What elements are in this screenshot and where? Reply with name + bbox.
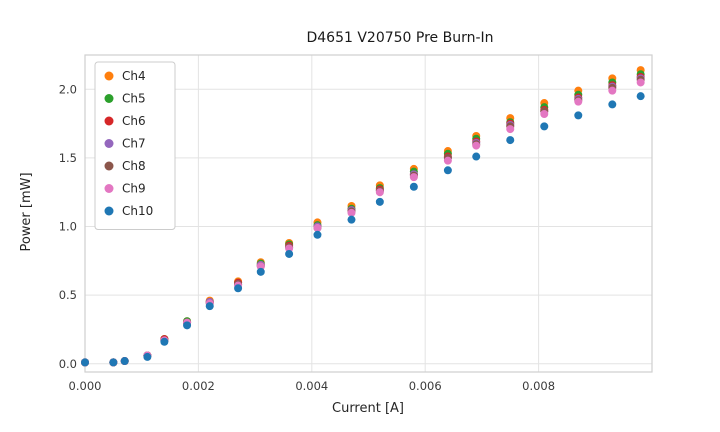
legend-label: Ch4 [122, 69, 146, 83]
data-points [81, 66, 645, 367]
data-point [256, 267, 265, 276]
data-point [256, 262, 265, 271]
legend-item-Ch10: Ch10 [104, 204, 153, 218]
data-point [143, 352, 152, 361]
legend-label: Ch8 [122, 159, 146, 173]
data-point [540, 110, 549, 119]
plot-frame [84, 54, 653, 373]
grid-lines [84, 54, 653, 373]
data-point [205, 302, 214, 311]
y-tick-label: 0.0 [59, 357, 77, 371]
data-point [347, 208, 356, 217]
data-point [109, 358, 118, 367]
data-point [472, 141, 481, 150]
legend-frame [94, 61, 176, 230]
legend-item-Ch4: Ch4 [104, 69, 146, 83]
data-point [347, 215, 356, 224]
legend-item-Ch9: Ch9 [104, 182, 146, 196]
data-point [375, 197, 384, 206]
data-point [574, 97, 583, 106]
data-point [636, 92, 645, 101]
legend-label: Ch6 [122, 114, 146, 128]
y-tick-label: 1.0 [59, 220, 77, 234]
x-axis-label: Current [A] [332, 401, 404, 416]
axis-ticks: 0.000 0.002 0.004 0.006 0.008 0.0 0.5 1.0 1.5 2.0 [59, 82, 555, 393]
chart-title: D4651 V20750 Pre Burn-In [306, 30, 493, 46]
y-tick-label: 2.0 [59, 82, 77, 96]
legend-marker-icon [104, 139, 114, 148]
legend-item-Ch8: Ch8 [104, 159, 146, 173]
legend-label: Ch10 [122, 204, 153, 218]
series-Ch10 [81, 92, 645, 367]
data-point [608, 86, 617, 95]
data-point [472, 152, 481, 161]
legend-marker-icon [104, 161, 114, 171]
data-point [313, 230, 322, 239]
y-tick-label: 0.5 [59, 288, 77, 302]
data-point [443, 166, 452, 175]
legend-label: Ch9 [122, 182, 146, 196]
x-tick-label: 0.008 [522, 379, 555, 393]
data-point [313, 223, 322, 232]
legend-marker-icon [104, 116, 114, 126]
y-axis-label: Power [mW] [19, 172, 34, 251]
data-point [81, 358, 89, 367]
data-point [234, 284, 243, 293]
data-point [120, 357, 129, 366]
data-point [540, 122, 549, 131]
data-point [636, 78, 645, 87]
plot-background [85, 55, 652, 372]
legend-marker-icon [104, 184, 114, 193]
data-point [409, 182, 418, 191]
legend-marker-icon [104, 71, 114, 81]
legend-marker-icon [104, 94, 114, 103]
legend-label: Ch7 [122, 137, 146, 151]
y-tick-label: 1.5 [59, 151, 77, 165]
legend-item-Ch5: Ch5 [104, 92, 146, 106]
data-point [183, 321, 192, 330]
legend-label: Ch5 [122, 92, 146, 106]
data-point [285, 244, 294, 253]
data-point [375, 188, 384, 197]
data-point [608, 100, 617, 109]
x-tick-label: 0.004 [295, 379, 328, 393]
legend-item-Ch6: Ch6 [104, 114, 146, 128]
data-point [443, 156, 452, 165]
data-point [506, 125, 515, 134]
x-tick-label: 0.000 [69, 379, 102, 393]
data-point [160, 337, 169, 346]
data-point [285, 249, 294, 258]
x-tick-label: 0.002 [182, 379, 215, 393]
legend-marker-icon [104, 206, 114, 216]
data-point [506, 136, 515, 145]
data-point [409, 173, 418, 182]
legend-item-Ch7: Ch7 [104, 137, 146, 151]
x-tick-label: 0.006 [409, 379, 442, 393]
legend: Ch4 Ch5 Ch6 Ch7 Ch8 Ch9 Ch10 [94, 61, 176, 230]
data-point [574, 111, 583, 120]
